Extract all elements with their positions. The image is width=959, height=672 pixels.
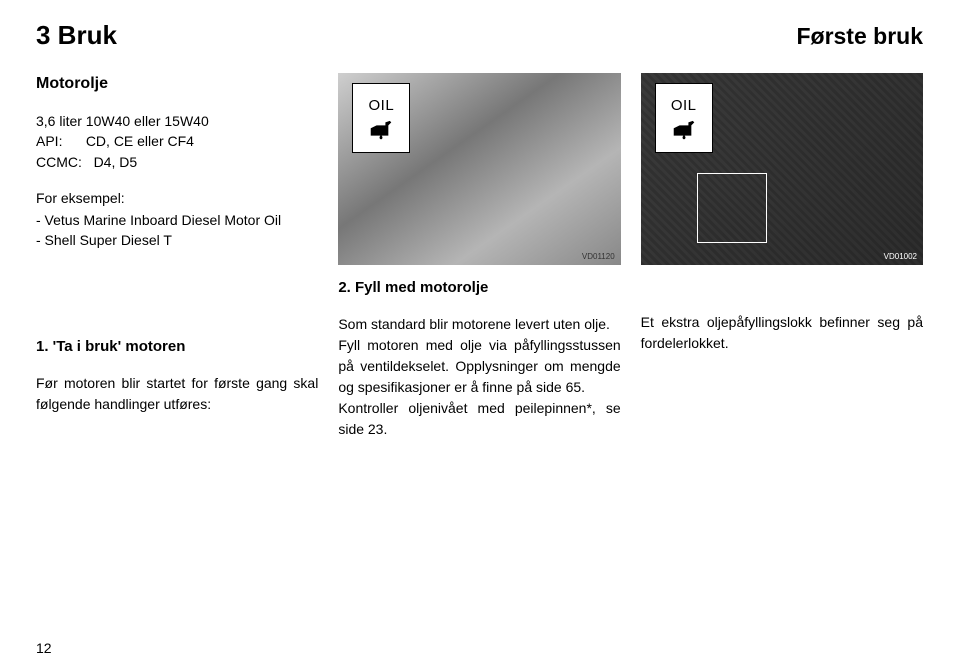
highlight-box <box>697 173 767 243</box>
spec-ccmc-value: D4, D5 <box>94 154 138 170</box>
example-item-2: - Shell Super Diesel T <box>36 230 318 250</box>
right-img-code: VD01002 <box>884 252 917 261</box>
oil-can-icon <box>366 118 396 140</box>
center-img-code: VD01120 <box>582 252 615 261</box>
step1-heading: 1. 'Ta i bruk' motoren <box>36 338 318 355</box>
oil-label-right: OIL <box>671 97 697 114</box>
section-subtitle: Første bruk <box>796 23 923 50</box>
example-item-1: - Vetus Marine Inboard Diesel Motor Oil <box>36 210 318 230</box>
oil-badge-right: OIL <box>655 83 713 153</box>
right-photo: OIL VD01002 <box>641 73 923 265</box>
left-column: Motorolje 3,6 liter 10W40 eller 15W40 AP… <box>36 69 318 440</box>
center-photo: OIL VD01120 <box>338 73 620 265</box>
spec-line-1: 3,6 liter 10W40 eller 15W40 <box>36 111 318 131</box>
motorolje-heading: Motorolje <box>36 75 318 93</box>
step1-body: Før motoren blir startet for første gang… <box>36 373 318 415</box>
example-label: For eksempel: <box>36 190 318 206</box>
page-header: 3 Bruk Første bruk <box>36 20 923 51</box>
spec-ccmc-label: CCMC: <box>36 154 82 170</box>
spec-line-2: API: CD, CE eller CF4 <box>36 131 318 151</box>
right-column: OIL VD01002 Et ekstra oljepåfyllingslokk… <box>641 69 923 440</box>
oil-can-icon <box>669 118 699 140</box>
spec-line-3: CCMC: D4, D5 <box>36 152 318 172</box>
section-number-title: 3 Bruk <box>36 20 117 51</box>
page-number: 12 <box>36 640 52 656</box>
oil-badge-center: OIL <box>352 83 410 153</box>
spec-api-value: CD, CE eller CF4 <box>86 133 194 149</box>
spec-api-label: API: <box>36 133 62 149</box>
step2-body: Som standard blir motorene levert uten o… <box>338 314 620 440</box>
center-column: OIL VD01120 2. Fyll med motorolje Som st… <box>338 69 620 440</box>
example-list: - Vetus Marine Inboard Diesel Motor Oil … <box>36 210 318 251</box>
right-body: Et ekstra oljepåfyllingslokk befinner se… <box>641 312 923 354</box>
oil-specs: 3,6 liter 10W40 eller 15W40 API: CD, CE … <box>36 111 318 172</box>
content-columns: Motorolje 3,6 liter 10W40 eller 15W40 AP… <box>36 69 923 440</box>
step2-heading: 2. Fyll med motorolje <box>338 279 620 296</box>
oil-label-center: OIL <box>368 97 394 114</box>
